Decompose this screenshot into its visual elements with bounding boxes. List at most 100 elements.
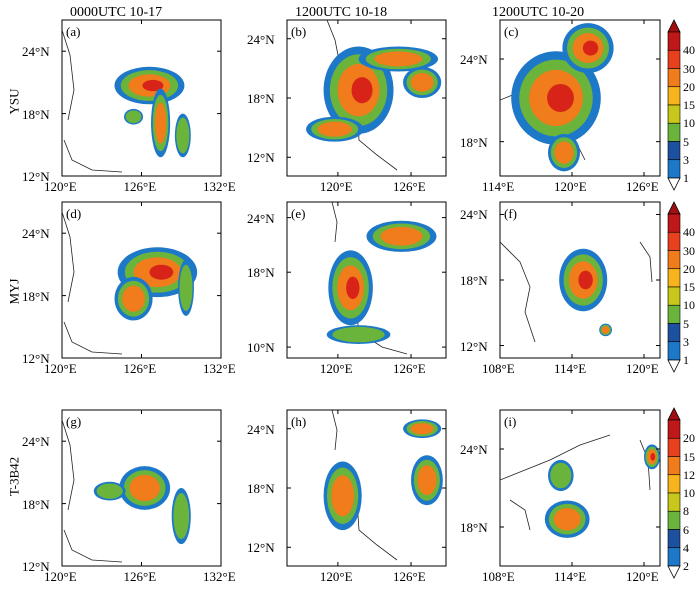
coastline [500, 434, 611, 481]
colorbar-2 [667, 201, 681, 373]
colorbar-level-label: 20 [683, 431, 695, 446]
x-tick-label: 120°E [626, 569, 659, 584]
x-tick-label: 108°E [482, 569, 515, 584]
x-tick-label: 120°E [319, 361, 353, 376]
y-tick-label: 18°N [460, 520, 488, 535]
rain-area [403, 419, 442, 439]
colorbar-segment [667, 341, 681, 361]
y-tick-label: 24°N [22, 226, 50, 242]
colorbar-segment [667, 474, 681, 494]
row-title-myj: MYJ [6, 278, 22, 305]
coastline [500, 241, 536, 343]
panel-label: (d) [66, 206, 82, 221]
colorbar-segment [667, 492, 681, 512]
x-tick-label: 132°E [203, 569, 236, 584]
colorbar-segment [667, 286, 681, 306]
rain-area [328, 250, 373, 326]
y-tick-label: 12°N [22, 351, 50, 366]
rain-area [306, 116, 364, 142]
coastline [509, 499, 531, 531]
rain-area [323, 461, 362, 531]
colorbar-arrow-bottom [667, 565, 681, 579]
colorbar-segment [667, 68, 681, 88]
y-tick-label: 24°N [247, 31, 275, 47]
rain-area [544, 500, 590, 538]
colorbar-segment [667, 547, 681, 567]
rain-area [548, 459, 574, 492]
rain-area [178, 259, 194, 316]
rain-area [93, 481, 126, 501]
coastline [62, 29, 75, 121]
panel-label: (h) [291, 414, 307, 429]
x-tick-label: 126°E [123, 569, 157, 584]
colorbar-level-label: 1 [683, 171, 689, 185]
y-tick-label: 24°N [247, 210, 275, 226]
rain-area [366, 220, 437, 252]
rain-area [358, 46, 439, 72]
panel-3 [499, 19, 661, 177]
y-tick-label: 24°N [460, 442, 488, 457]
row-title-ysu: YSU [6, 88, 22, 115]
column-title-3: 1200UTC 10-20 [492, 5, 585, 20]
colorbar-level-label: 3 [683, 334, 689, 349]
colorbar-segment [667, 304, 681, 324]
panel-label: (g) [66, 414, 82, 429]
colorbar-segment [667, 86, 681, 106]
coastline [63, 321, 123, 355]
y-tick-label: 24°N [460, 52, 488, 67]
x-tick-label: 126°E [123, 179, 157, 194]
rain-area [562, 23, 614, 74]
colorbar-segment [667, 159, 681, 179]
colorbar-arrow-bottom [667, 359, 681, 373]
colorbar-level-label: 10 [683, 486, 695, 500]
rain-area [151, 88, 171, 158]
colorbar-segment [667, 104, 681, 124]
x-tick-label: 126°E [123, 361, 157, 376]
colorbar-level-label: 15 [683, 280, 695, 294]
rain-area [114, 276, 153, 321]
colorbar-segment [667, 268, 681, 288]
colorbar-1 [667, 19, 681, 191]
x-tick-label: 126°E [626, 179, 659, 194]
colorbar-arrow-top [667, 201, 681, 215]
rain-area [559, 248, 608, 312]
x-tick-label: 114°E [554, 569, 587, 584]
coastline [331, 410, 338, 451]
colorbar-level-label: 30 [683, 61, 695, 76]
colorbar-level-label: 40 [683, 43, 695, 58]
y-tick-label: 24°N [460, 207, 488, 223]
colorbar-level-label: 12 [683, 467, 695, 482]
y-tick-label: 10°N [247, 340, 275, 356]
colorbar-segment [667, 456, 681, 476]
colorbar-segment [667, 231, 681, 251]
colorbar-level-label: 3 [683, 152, 689, 167]
y-tick-label: 18°N [247, 481, 275, 496]
panel-label: (b) [291, 24, 307, 39]
y-tick-label: 18°N [22, 496, 50, 512]
panel-8 [286, 409, 447, 567]
y-tick-label: 12°N [247, 540, 275, 556]
panel-label: (f) [504, 206, 517, 221]
colorbar-3 [667, 407, 681, 579]
colorbar-segment [667, 213, 681, 233]
rain-area [114, 66, 185, 105]
panel-label: (a) [66, 24, 81, 39]
colorbars-layer [667, 19, 681, 579]
y-tick-label: 12°N [247, 150, 275, 166]
coastline [63, 139, 123, 173]
x-tick-label: 126°E [393, 569, 426, 584]
x-tick-label: 114°E [482, 179, 515, 194]
colorbar-level-label: 6 [683, 522, 689, 537]
panel-5 [286, 201, 447, 359]
rain-area [511, 51, 601, 145]
colorbar-level-label: 10 [683, 116, 695, 131]
x-tick-label: 120°E [44, 179, 77, 194]
y-tick-label: 18°N [22, 106, 50, 122]
coastline [639, 241, 653, 283]
colorbar-segment [667, 31, 681, 51]
colorbar-segment [667, 141, 681, 161]
colorbar-segment [667, 49, 681, 69]
colorbar-arrow-top [667, 407, 681, 421]
panel-label: (i) [504, 414, 517, 429]
